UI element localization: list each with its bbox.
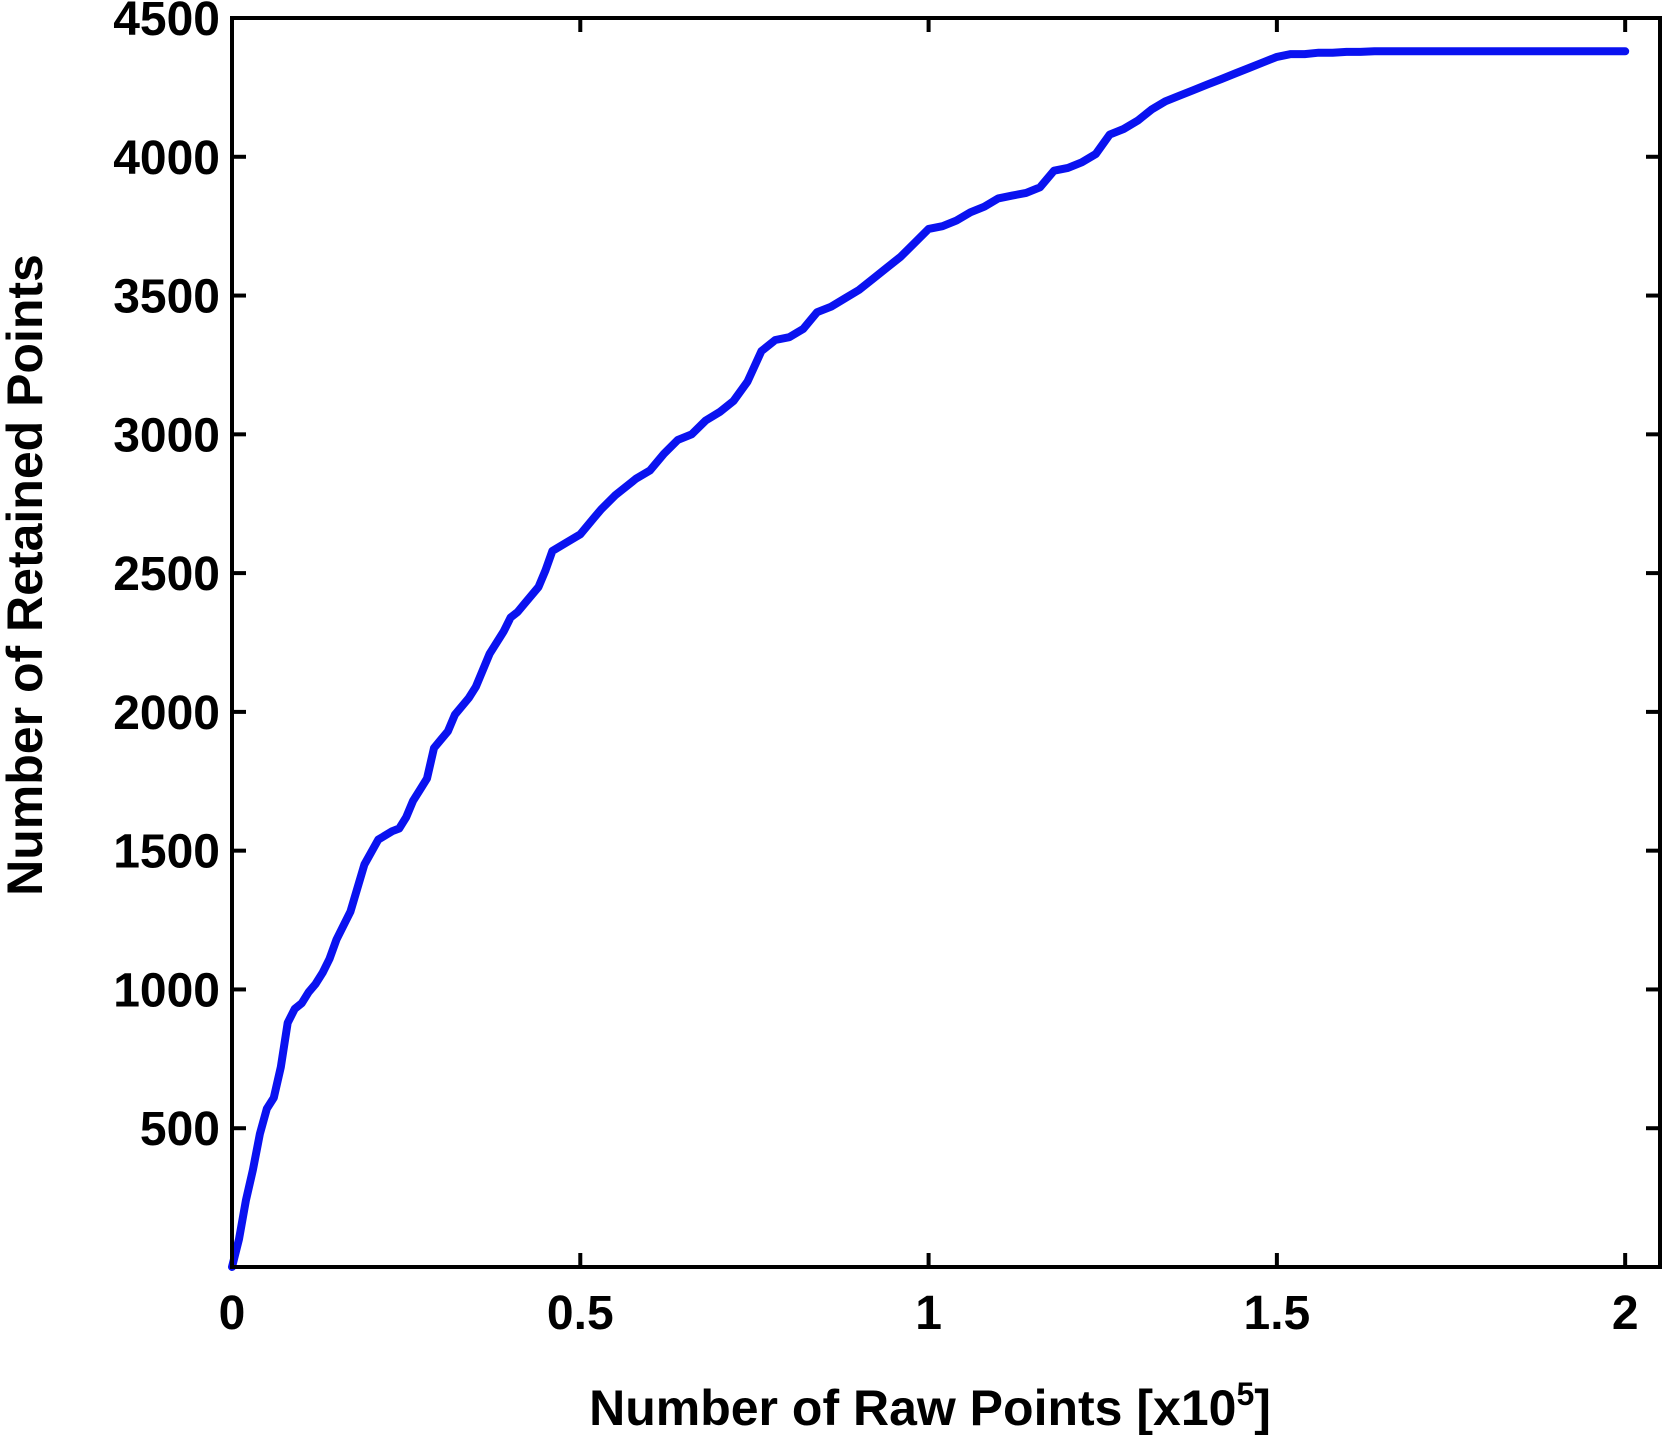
plot-frame [230, 16, 1662, 1269]
y-tick-label: 4000 [113, 132, 220, 185]
x-axis-title-superscript: 5 [1236, 1376, 1254, 1412]
y-axis-title: Number of Retained Points [0, 254, 53, 896]
y-axis-ticks: 500 1000 1500 2000 2500 3000 3500 4000 4500 [113, 0, 1660, 1156]
y-tick-label: 2500 [113, 548, 220, 601]
y-tick-label: 1000 [113, 964, 220, 1017]
series-line [228, 47, 1630, 1271]
x-axis-title-suffix: ] [1254, 1380, 1271, 1435]
x-tick-label: 1 [915, 1287, 942, 1340]
x-tick-label: 0 [219, 1287, 246, 1340]
y-tick-label: 1500 [113, 826, 220, 879]
x-axis-title: Number of Raw Points [x105] [589, 1376, 1271, 1435]
x-axis-ticks: 0 0.5 1 1.5 2 [219, 18, 1639, 1340]
y-tick-label: 4500 [113, 0, 220, 46]
y-tick-label: 500 [140, 1103, 220, 1156]
x-axis-title-main: Number of Raw Points [x10 [589, 1380, 1236, 1435]
x-tick-label: 1.5 [1244, 1287, 1311, 1340]
x-tick-label: 2 [1612, 1287, 1639, 1340]
y-tick-label: 2000 [113, 687, 220, 740]
y-tick-label: 3500 [113, 271, 220, 324]
y-tick-label: 3000 [113, 409, 220, 462]
x-tick-label: 0.5 [547, 1287, 614, 1340]
